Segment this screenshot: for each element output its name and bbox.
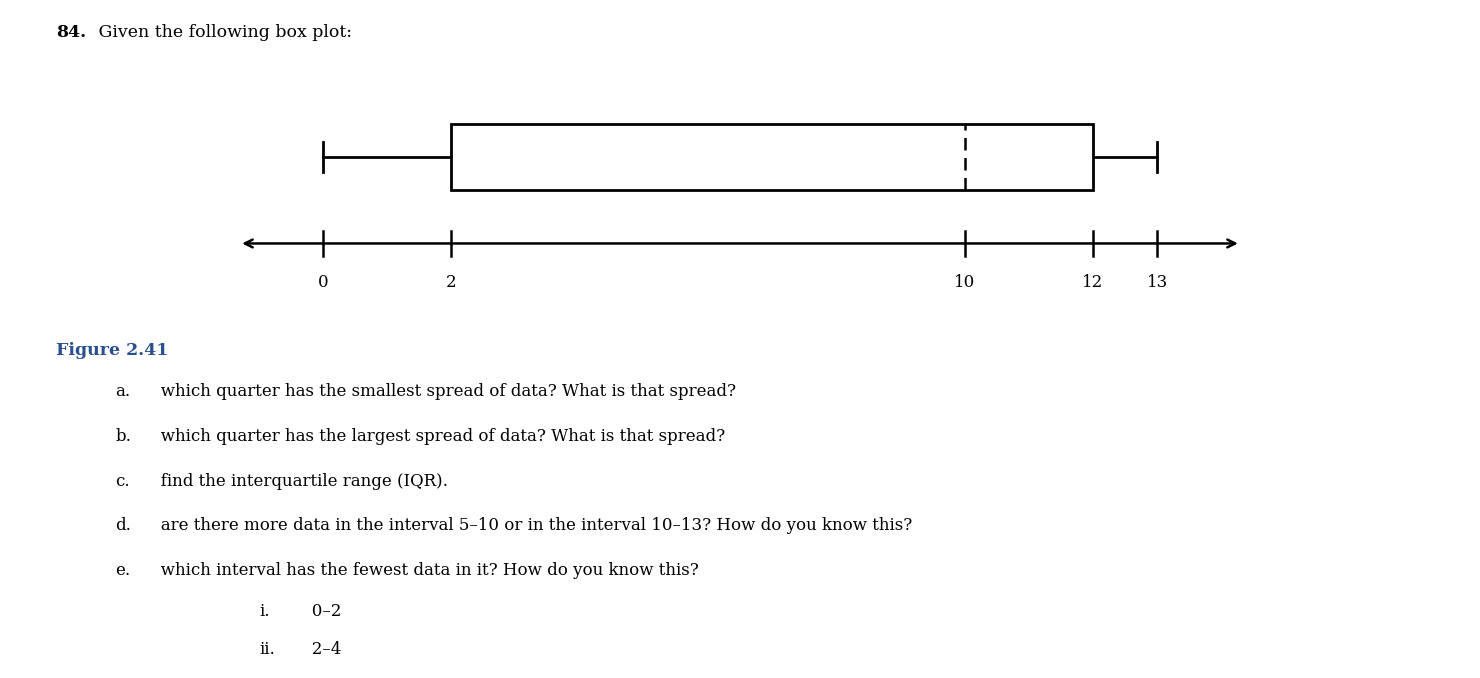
Text: which quarter has the largest spread of data? What is that spread?: which quarter has the largest spread of … [145, 428, 725, 445]
Text: 12: 12 [1082, 274, 1104, 291]
Text: e.: e. [115, 562, 130, 579]
Text: find the interquartile range (IQR).: find the interquartile range (IQR). [145, 473, 448, 490]
Text: b.: b. [115, 428, 132, 445]
Text: i.: i. [259, 603, 269, 620]
Text: 84.: 84. [56, 24, 86, 41]
Text: which interval has the fewest data in it? How do you know this?: which interval has the fewest data in it… [145, 562, 699, 579]
Text: 0–2: 0–2 [296, 603, 342, 620]
Text: 13: 13 [1147, 274, 1168, 291]
Text: which quarter has the smallest spread of data? What is that spread?: which quarter has the smallest spread of… [145, 383, 736, 400]
Text: d.: d. [115, 517, 132, 534]
Text: 10: 10 [955, 274, 975, 291]
Text: Given the following box plot:: Given the following box plot: [93, 24, 352, 41]
Text: 2: 2 [445, 274, 456, 291]
Text: Figure 2.41: Figure 2.41 [56, 342, 169, 359]
Bar [451, 124, 1094, 190]
Text: ii.: ii. [259, 641, 275, 658]
Text: a.: a. [115, 383, 130, 400]
Text: 0: 0 [317, 274, 329, 291]
Text: 2–4: 2–4 [296, 641, 342, 658]
Text: c.: c. [115, 473, 130, 490]
Text: are there more data in the interval 5–10 or in the interval 10–13? How do you kn: are there more data in the interval 5–10… [145, 517, 912, 534]
